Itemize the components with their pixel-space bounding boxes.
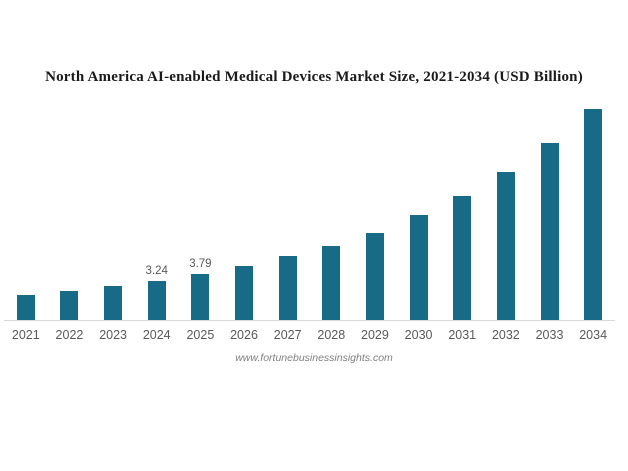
- x-tick-2026: 2026: [230, 328, 258, 342]
- bar-2028: [322, 246, 341, 320]
- x-tick-2030: 2030: [404, 328, 433, 342]
- x-axis-labels: 2021 2022 2023 2024 2025 2026 2027 2028 2029 2030…: [4, 328, 615, 342]
- bar-column-2030: [397, 95, 441, 320]
- source-text: www.fortunebusinessinsights.com: [235, 352, 393, 364]
- bar-2023: [104, 286, 123, 320]
- x-tick-2021: 2021: [11, 328, 40, 342]
- bar-column-2027: [266, 95, 310, 320]
- bar-column-2033: [528, 95, 572, 320]
- x-tick-2029: 2029: [361, 328, 389, 342]
- bar-column-2031: [440, 95, 484, 320]
- plot-area: 3.24 3.79: [4, 95, 615, 321]
- bar-value-label-2025: 3.79: [189, 257, 212, 270]
- bar-2034: [584, 109, 603, 320]
- bar-2025: [191, 274, 210, 320]
- x-tick-2022: 2022: [55, 328, 84, 342]
- x-tick-2023: 2023: [99, 328, 127, 342]
- chart-title: North America AI-enabled Medical Devices…: [45, 69, 583, 85]
- bar-2031: [453, 196, 472, 320]
- x-tick-2034: 2034: [579, 328, 608, 342]
- bar-column-2026: [222, 95, 266, 320]
- bar-column-2021: [4, 95, 48, 320]
- bar-2021: [16, 295, 35, 320]
- bar-column-2023: [91, 95, 135, 320]
- bar-2030: [409, 215, 428, 320]
- bar-column-2025: 3.79: [179, 95, 223, 320]
- bar-2027: [278, 256, 297, 320]
- bar-2032: [496, 172, 515, 320]
- bar-value-label-2024: 3.24: [145, 264, 168, 277]
- x-tick-2028: 2028: [317, 328, 346, 342]
- bar-2029: [365, 233, 384, 320]
- bar-2026: [235, 266, 254, 320]
- bar-column-2032: [484, 95, 528, 320]
- x-tick-2025: 2025: [186, 328, 215, 342]
- x-tick-2032: 2032: [491, 328, 520, 342]
- x-tick-2033: 2033: [535, 328, 564, 342]
- bar-column-2022: [48, 95, 92, 320]
- bar-column-2029: [353, 95, 397, 320]
- x-tick-2027: 2027: [273, 328, 302, 342]
- bar-column-2034: [571, 95, 615, 320]
- bar-column-2024: 3.24: [135, 95, 179, 320]
- bar-2024: [147, 281, 166, 320]
- x-tick-2031: 2031: [448, 328, 477, 342]
- bar-column-2028: [309, 95, 353, 320]
- x-tick-2024: 2024: [142, 328, 171, 342]
- bar-2033: [540, 143, 559, 320]
- bar-2022: [60, 291, 79, 320]
